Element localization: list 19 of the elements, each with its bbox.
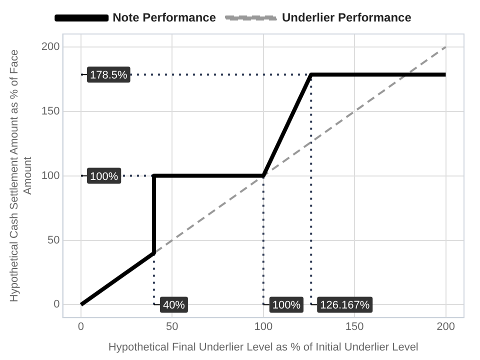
y-tick-label: 100 (41, 170, 60, 182)
y-axis-title: Hypothetical Cash Settlement Amount as % of Face Amount (8, 50, 34, 302)
y-tick-label: 0 (54, 298, 60, 311)
x-tick-label: 0 (78, 321, 84, 334)
x-tick-label: 50 (166, 321, 178, 334)
y-tick-label: 150 (41, 105, 60, 118)
annotation: 100% (90, 170, 118, 183)
x-tick-label: 200 (436, 321, 455, 334)
annotation: 178.5% (90, 70, 128, 82)
legend-label: Note Performance (112, 10, 216, 24)
y-tick-label: 50 (48, 234, 60, 246)
x-tick-label: 100 (254, 321, 273, 334)
x-axis-title: Hypothetical Final Underlier Level as % of Initial Underlier Level (108, 341, 418, 354)
y-tick-label: 200 (41, 40, 60, 53)
annotation: 126.167% (320, 300, 370, 312)
x-tick-label: 150 (345, 321, 364, 334)
annotation: 100% (272, 300, 301, 312)
annotation: 40% (162, 300, 186, 312)
legend-label: Underlier Performance (282, 10, 412, 24)
